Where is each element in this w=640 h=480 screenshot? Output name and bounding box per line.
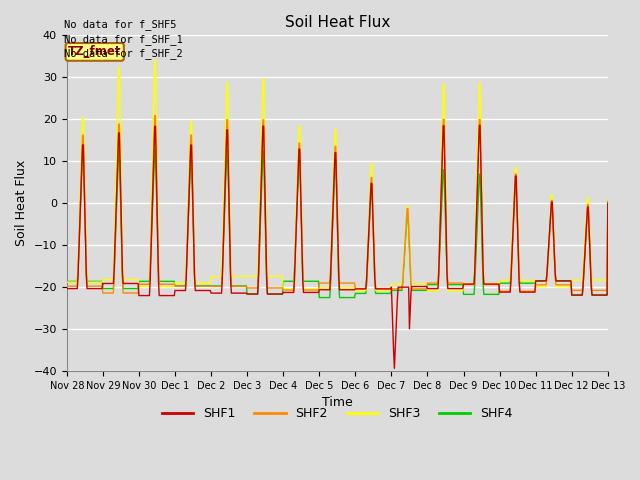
SHF3 <box>63 279 70 285</box>
Line: SHF2: SHF2 <box>67 116 609 293</box>
SHF2 <box>63 283 70 289</box>
Title: Soil Heat Flux: Soil Heat Flux <box>285 15 390 30</box>
SHF3 <box>181 280 189 286</box>
SHF3 <box>298 234 306 240</box>
SHF4 <box>181 283 189 288</box>
Text: No data for f_SHF_1: No data for f_SHF_1 <box>64 34 183 45</box>
SHF4 <box>475 190 483 195</box>
SHF2 <box>605 198 612 204</box>
SHF2 <box>205 283 212 289</box>
SHF2 <box>535 282 543 288</box>
Y-axis label: Soil Heat Flux: Soil Heat Flux <box>15 160 28 246</box>
SHF3 <box>475 110 483 116</box>
SHF1 <box>180 288 188 293</box>
SHF1 <box>535 278 543 284</box>
SHF3 <box>204 280 212 286</box>
Line: SHF1: SHF1 <box>67 125 609 368</box>
SHF4 <box>63 278 70 284</box>
SHF2 <box>299 274 307 279</box>
SHF2 <box>99 290 107 296</box>
SHF3 <box>152 57 159 63</box>
SHF3 <box>535 284 543 289</box>
SHF1 <box>605 200 612 206</box>
SHF4 <box>152 147 159 153</box>
SHF1 <box>476 122 484 128</box>
SHF2 <box>475 142 483 147</box>
SHF1 <box>63 286 70 291</box>
Text: TZ_fmet: TZ_fmet <box>68 46 122 59</box>
SHF4 <box>204 283 212 288</box>
Line: SHF4: SHF4 <box>67 150 609 298</box>
Line: SHF3: SHF3 <box>67 60 609 291</box>
SHF1 <box>474 170 482 176</box>
SHF4 <box>605 203 612 208</box>
SHF3 <box>601 277 609 283</box>
SHF2 <box>152 113 159 119</box>
SHF4 <box>535 278 543 284</box>
SHF3 <box>605 196 612 202</box>
Text: No data for f_SHF5: No data for f_SHF5 <box>64 19 177 30</box>
SHF2 <box>182 283 189 289</box>
SHF1 <box>298 211 305 217</box>
SHF4 <box>298 239 306 245</box>
SHF4 <box>601 292 609 298</box>
Text: No data for f_SHF_2: No data for f_SHF_2 <box>64 48 183 59</box>
SHF1 <box>601 292 609 298</box>
SHF2 <box>601 288 609 293</box>
X-axis label: Time: Time <box>322 396 353 409</box>
SHF3 <box>424 288 431 294</box>
SHF1 <box>390 365 398 371</box>
SHF4 <box>316 295 323 300</box>
SHF1 <box>204 288 211 293</box>
Legend: SHF1, SHF2, SHF3, SHF4: SHF1, SHF2, SHF3, SHF4 <box>157 402 518 425</box>
